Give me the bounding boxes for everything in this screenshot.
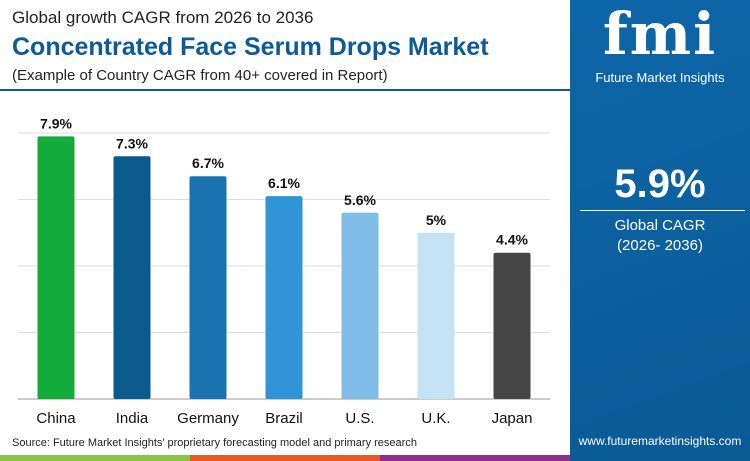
footer-stripe-purple — [380, 455, 570, 461]
data-label: 7.9% — [40, 115, 72, 131]
chart-subtitle: Global growth CAGR from 2026 to 2036 — [12, 8, 314, 27]
category-label: India — [116, 410, 149, 427]
fmi-logo: fmi — [602, 0, 718, 68]
website-link[interactable]: www.futuremarketinsights.com — [578, 434, 742, 448]
bar-brazil — [265, 196, 303, 399]
bar-uk — [417, 232, 455, 399]
logo-text: Future Market Insights — [595, 70, 725, 85]
chart-note: (Example of Country CAGR from 40+ covere… — [12, 67, 388, 84]
category-label: U.S. — [345, 410, 374, 427]
cagr-divider — [580, 210, 745, 211]
bar-china — [37, 136, 75, 399]
category-label: Brazil — [265, 410, 303, 427]
category-label: U.K. — [421, 410, 450, 427]
data-label: 6.1% — [268, 175, 300, 191]
summary-panel: fmi Future Market Insights 5.9% Global C… — [570, 0, 750, 461]
category-label: China — [36, 410, 76, 427]
bar-germany — [189, 176, 227, 399]
global-cagr-value: 5.9% — [614, 162, 706, 206]
data-label: 6.7% — [192, 155, 224, 171]
footer-stripe-orange — [190, 455, 380, 461]
footer-stripe-green — [0, 455, 190, 461]
data-label: 7.3% — [116, 135, 148, 151]
title-divider — [0, 89, 570, 91]
data-label: 5.6% — [344, 192, 376, 208]
source-note: Source: Future Market Insights’ propriet… — [12, 437, 417, 449]
category-label: Germany — [177, 410, 239, 427]
global-cagr-period: (2026- 2036) — [617, 237, 703, 254]
category-label: Japan — [492, 410, 533, 427]
global-cagr-label: Global CAGR — [614, 217, 706, 234]
chart-title: Concentrated Face Serum Drops Market — [12, 33, 489, 61]
bar-chart: 7.9% China 7.3% India 6.7% Germany 6.1% Brazil 5… — [18, 115, 550, 427]
bar-japan — [493, 252, 531, 399]
data-label: 5% — [426, 212, 447, 228]
data-label: 4.4% — [496, 232, 528, 248]
bar-us — [341, 212, 379, 399]
bar-india — [113, 156, 151, 399]
